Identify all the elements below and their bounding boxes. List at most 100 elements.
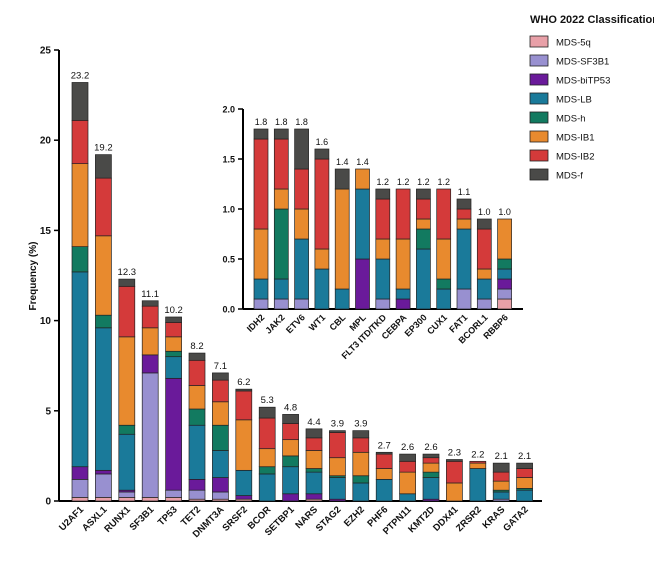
bar-segment [253, 128, 269, 140]
legend-label: MDS-biTP53 [556, 76, 610, 87]
bar-segment [273, 128, 289, 140]
data-label: 2.7 [378, 440, 391, 451]
bar-segment [165, 489, 182, 498]
legend-label: MDS-SF3B1 [556, 57, 609, 68]
legend-label: MDS-f [556, 171, 583, 182]
bar-segment [95, 327, 112, 471]
legend-label: MDS-h [556, 114, 586, 125]
bar-segment [305, 450, 323, 469]
x-tick-label: RUNX1 [102, 504, 133, 535]
bar-segment [294, 168, 309, 210]
bar-segment [497, 278, 512, 290]
bar-segment [314, 268, 330, 310]
bar-segment [422, 457, 440, 464]
data-label: 1.2 [417, 177, 430, 187]
bar-segment [165, 377, 182, 491]
bar-segment [118, 424, 136, 435]
bar-segment [329, 477, 346, 500]
data-label: 1.8 [295, 117, 308, 127]
bar-segment [273, 188, 289, 210]
bar-segment [294, 238, 309, 300]
bar-segment [282, 466, 299, 495]
x-tick-label: TP53 [156, 504, 180, 528]
bar-segment [165, 497, 182, 502]
bar-segment [258, 473, 276, 502]
bar-segment [492, 462, 510, 473]
data-label: 3.9 [354, 419, 367, 430]
bar-segment [118, 497, 136, 502]
bar-segment [95, 314, 112, 329]
data-label: 1.2 [377, 177, 390, 187]
bar-segment [334, 288, 350, 310]
bar-segment [258, 417, 276, 450]
bar-segment [436, 288, 452, 310]
bar-segment [188, 385, 206, 410]
x-tick-label: STAG2 [314, 504, 344, 534]
inset-chart: 0.0 0.5 1.0 1.5 2.0 1.8 IDH2 1.8 JAK2 1.8 ETV6 1.6 W… [222, 105, 523, 361]
bar-segment [416, 198, 431, 220]
bar-segment [334, 188, 350, 290]
bar-segment [235, 419, 253, 471]
bar-segment [492, 491, 510, 500]
bar-segment [469, 460, 487, 464]
bar-segment [492, 480, 510, 491]
bar-segment [355, 258, 370, 310]
bar-segment [253, 278, 269, 300]
data-label: 1.8 [275, 117, 288, 127]
bar-segment [235, 469, 253, 496]
bar-segment [212, 372, 229, 381]
data-label: 2.2 [471, 449, 484, 460]
legend-swatch [529, 130, 549, 143]
bar-segment [375, 198, 391, 240]
bar-segment [355, 168, 370, 190]
bar-segment [456, 288, 472, 310]
bar-segment [395, 188, 411, 240]
bar-segment [71, 466, 89, 480]
bar-segment [375, 298, 391, 310]
bar-segment [294, 128, 309, 170]
data-label: 1.8 [255, 117, 268, 127]
y-tick-label: 1.5 [222, 155, 235, 165]
bar-segment [253, 298, 269, 310]
bar-segment [456, 228, 472, 290]
data-label: 1.4 [356, 157, 369, 167]
legend-swatch [529, 168, 549, 181]
bar-segment [416, 248, 431, 310]
bar-segment [71, 163, 89, 247]
bar-segment [188, 489, 206, 500]
bar-segment [253, 138, 269, 230]
bar-segment [258, 448, 276, 468]
data-label: 2.3 [448, 448, 461, 459]
bar-segment [375, 258, 391, 300]
bar-segment [476, 228, 492, 270]
data-label: 1.1 [458, 187, 471, 197]
bar-segment [399, 493, 416, 502]
y-tick-label: 20 [40, 136, 52, 147]
bar-segment [395, 298, 411, 310]
data-label: 10.2 [164, 305, 183, 316]
bar-segment [141, 497, 159, 502]
bar-segment [375, 451, 393, 455]
bar-segment [118, 433, 136, 491]
bar-segment [416, 228, 431, 250]
bar-segment [305, 428, 323, 439]
data-label: 19.2 [94, 143, 113, 154]
bar-segment [273, 208, 289, 280]
bar-segment [446, 460, 463, 484]
bar-segment [476, 298, 492, 310]
data-label: 3.9 [331, 419, 344, 430]
legend-label: MDS-5q [556, 38, 591, 49]
bar-segment [305, 493, 323, 500]
data-label: 4.8 [284, 402, 297, 413]
data-label: 8.2 [190, 341, 203, 352]
bar-segment [476, 278, 492, 300]
bar-segment [456, 218, 472, 230]
bar-segment [416, 218, 431, 230]
bar-segment [436, 278, 452, 290]
bar-segment [352, 437, 370, 453]
bar-segment [188, 424, 206, 480]
bar-segment [71, 82, 89, 121]
bar-segment [95, 154, 112, 179]
bar-segment [165, 336, 182, 352]
